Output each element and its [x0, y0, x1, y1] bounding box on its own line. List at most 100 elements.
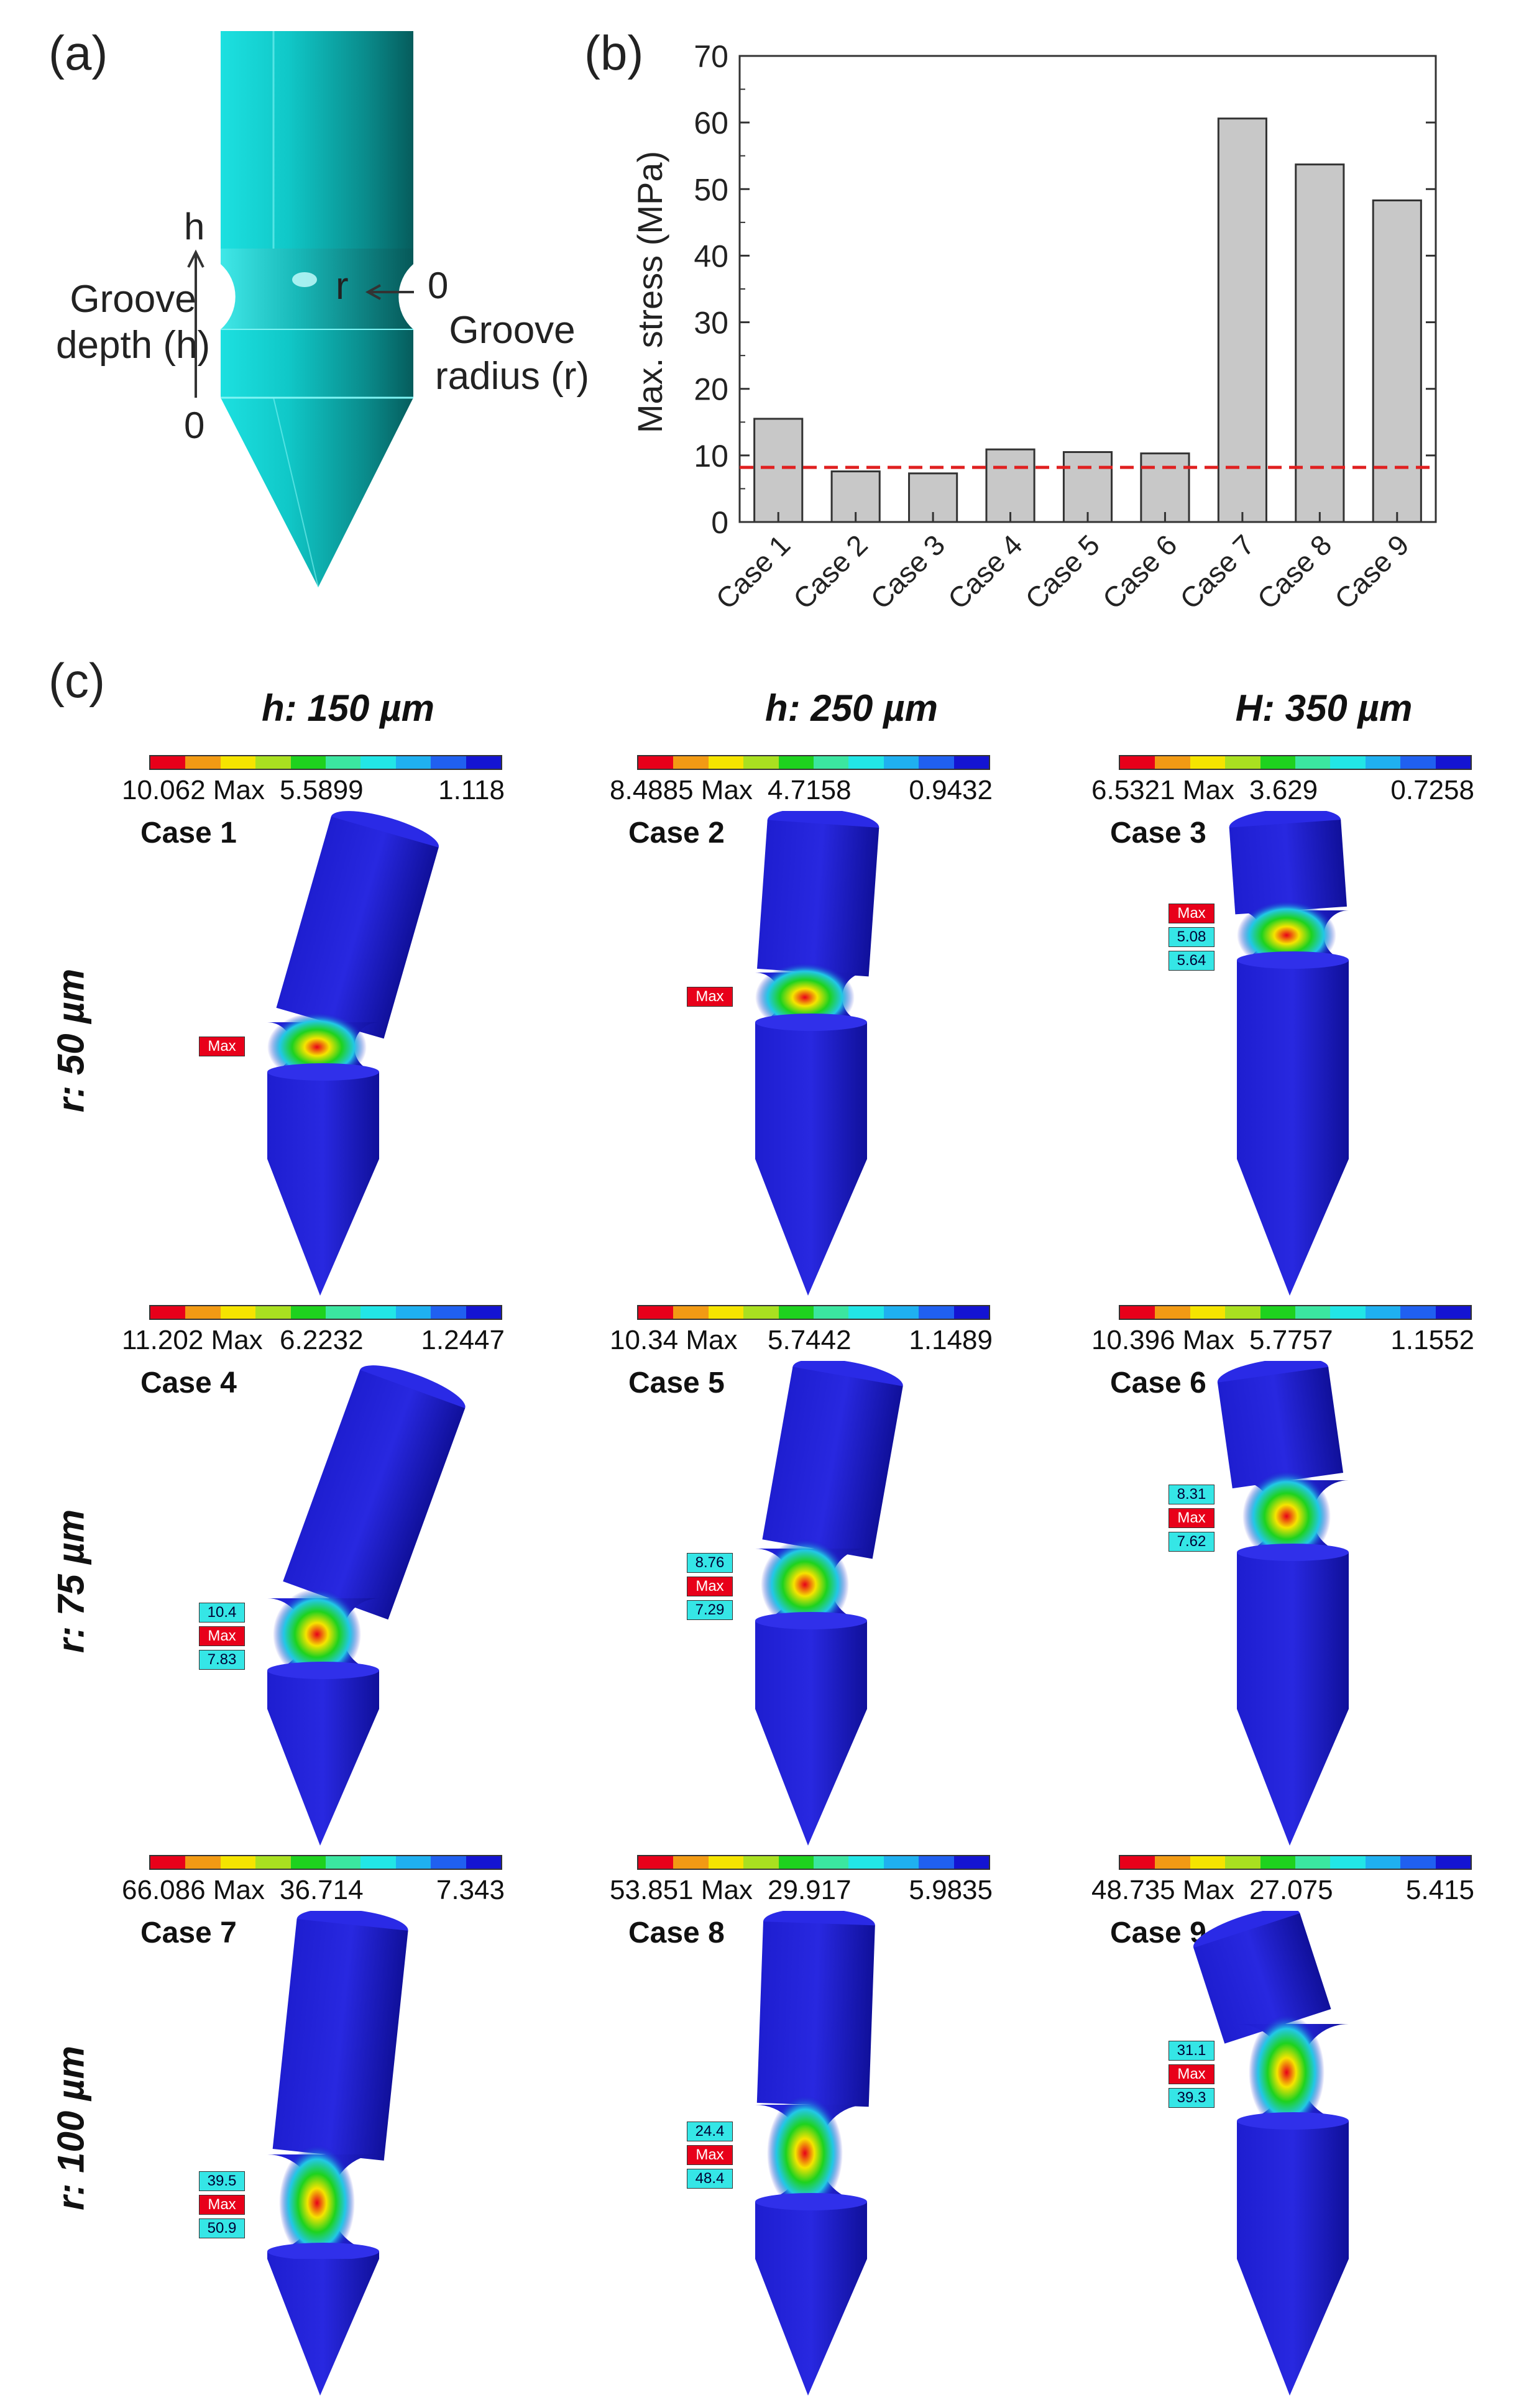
- column-header-h350: H: 350 µm: [1235, 687, 1413, 729]
- y-tick-label: 50: [694, 172, 728, 207]
- r-label: r: [336, 265, 349, 308]
- y-axis-label: Max. stress (MPa): [630, 151, 669, 433]
- groove-neck: [221, 249, 413, 329]
- fea-model: [755, 811, 879, 1296]
- x-tick-label: Case 8: [1251, 528, 1338, 615]
- fea-case-9: 48.735 Max 27.075 5.415 Case 9 31.1 Max 39.3: [1091, 1855, 1479, 2402]
- stress-value-tag: 48.4: [687, 2169, 733, 2189]
- stress-colorbar: [1119, 1305, 1472, 1320]
- fea-model: [1217, 1361, 1349, 1846]
- colorbar-mid-label: 4.7158: [768, 775, 852, 805]
- case-label: Case 2: [628, 817, 725, 849]
- max-stress-tag: Max: [687, 1577, 733, 1596]
- fea-model: [1229, 811, 1349, 1296]
- colorbar-min-label: 0.7258: [1390, 775, 1474, 805]
- x-tick-label: Case 9: [1328, 528, 1415, 615]
- colorbar-max-label: 10.396 Max: [1091, 1325, 1234, 1355]
- max-stress-tag: Max: [199, 1626, 245, 1646]
- row-header-r100: r: 100 µm: [50, 2046, 92, 2210]
- h-zero-label: 0: [184, 405, 205, 446]
- stress-colorbar: [1119, 755, 1472, 770]
- upper-shaft: [221, 31, 413, 249]
- stress-value-tag: 5.64: [1169, 951, 1214, 971]
- colorbar-min-label: 1.1489: [909, 1325, 993, 1355]
- x-tick-label: Case 2: [787, 528, 874, 615]
- case-label: Case 3: [1110, 817, 1206, 849]
- colorbar-mid-label: 5.5899: [280, 775, 364, 805]
- stress-value-tag: 39.5: [199, 2171, 245, 2191]
- column-header-h250: h: 250 µm: [765, 687, 938, 729]
- case-label: Case 4: [140, 1367, 237, 1399]
- colorbar-mid-label: 29.917: [768, 1875, 852, 1905]
- fea-case-6: 10.396 Max 5.7757 1.1552 Case 6 8.31 Max 7.62: [1091, 1305, 1479, 1852]
- x-tick-label: Case 7: [1173, 528, 1260, 615]
- case-label: Case 1: [140, 817, 237, 849]
- stress-value-tag: 5.08: [1169, 927, 1214, 947]
- y-tick-label: 20: [694, 372, 728, 407]
- panel-label-c: (c): [48, 653, 105, 708]
- max-stress-tag: Max: [1169, 904, 1214, 923]
- colorbar-min-label: 5.9835: [909, 1875, 993, 1905]
- max-stress-tag: Max: [1169, 1508, 1214, 1528]
- groove-depth-label: Groove depth (h): [56, 278, 211, 367]
- x-tick-label: Case 6: [1096, 528, 1183, 615]
- x-tick-label: Case 5: [1019, 528, 1106, 615]
- case-label: Case 6: [1110, 1367, 1206, 1399]
- x-tick-label: Case 4: [942, 528, 1029, 615]
- bar-case-5: [1062, 451, 1113, 523]
- fea-model: [755, 1911, 875, 2396]
- x-tick-label: Case 1: [709, 528, 796, 615]
- y-tick-label: 70: [694, 39, 728, 74]
- colorbar-max-label: 48.735 Max: [1091, 1875, 1234, 1905]
- colorbar-mid-label: 5.7442: [768, 1325, 852, 1355]
- fea-case-8: 53.851 Max 29.917 5.9835 Case 8 24.4 Max 48.4: [610, 1855, 998, 2402]
- max-stress-tag: Max: [199, 1037, 245, 1056]
- max-stress-tag: Max: [1169, 2064, 1214, 2084]
- colorbar-mid-label: 36.714: [280, 1875, 364, 1905]
- stress-value-tag: 24.4: [687, 2122, 733, 2141]
- bar-case-1: [753, 418, 804, 523]
- stress-colorbar: [637, 1305, 990, 1320]
- max-stress-tag: Max: [199, 2195, 245, 2215]
- fea-model: [1193, 1911, 1349, 2396]
- cone-tip: [221, 398, 413, 587]
- bar-case-9: [1372, 199, 1422, 523]
- colorbar-mid-label: 3.629: [1249, 775, 1318, 805]
- stress-value-tag: 39.3: [1169, 2088, 1214, 2108]
- colorbar-mid-label: 5.7757: [1249, 1325, 1333, 1355]
- stress-value-tag: 31.1: [1169, 2041, 1214, 2061]
- fea-case-2: 8.4885 Max 4.7158 0.9432 Case 2 Max: [610, 755, 998, 1302]
- column-header-h150: h: 150 µm: [262, 687, 434, 729]
- r-zero-label: 0: [428, 265, 449, 306]
- bar-case-7: [1217, 117, 1267, 523]
- fea-case-7: 66.086 Max 36.714 7.343 Case 7 39.5 Max 50.9: [122, 1855, 510, 2402]
- stress-value-tag: 50.9: [199, 2218, 245, 2238]
- fea-case-1: 10.062 Max 5.5899 1.118 Case 1 Max: [122, 755, 510, 1302]
- y-tick-label: 0: [711, 505, 728, 540]
- fea-model: [267, 1911, 408, 2396]
- x-tick-label: Case 3: [864, 528, 951, 615]
- stress-colorbar: [637, 755, 990, 770]
- stress-value-tag: 10.4: [199, 1603, 245, 1623]
- h-axis-arrow: [187, 249, 204, 398]
- colorbar-min-label: 1.1552: [1390, 1325, 1474, 1355]
- y-tick-label: 30: [694, 306, 728, 341]
- fea-model: [267, 1365, 466, 1846]
- colorbar-max-label: 10.062 Max: [122, 775, 265, 805]
- stress-colorbar: [149, 1855, 502, 1870]
- colorbar-min-label: 7.343: [436, 1875, 505, 1905]
- row-header-r50: r: 50 µm: [50, 968, 92, 1113]
- stress-value-tag: 7.83: [199, 1650, 245, 1670]
- colorbar-mid-label: 27.075: [1249, 1875, 1333, 1905]
- colorbar-max-label: 66.086 Max: [122, 1875, 265, 1905]
- fea-model: [267, 811, 439, 1296]
- groove-schematic: [221, 31, 413, 588]
- h-axis-label: h: [184, 206, 205, 247]
- fea-case-4: 11.202 Max 6.2232 1.2447 Case 4 10.4 Max 7.83: [122, 1305, 510, 1852]
- groove-radius-label: Groove radius (r): [435, 309, 590, 398]
- stress-colorbar: [149, 755, 502, 770]
- lower-shaft: [221, 329, 413, 398]
- y-tick-label: 10: [694, 439, 728, 474]
- colorbar-max-label: 10.34 Max: [610, 1325, 738, 1355]
